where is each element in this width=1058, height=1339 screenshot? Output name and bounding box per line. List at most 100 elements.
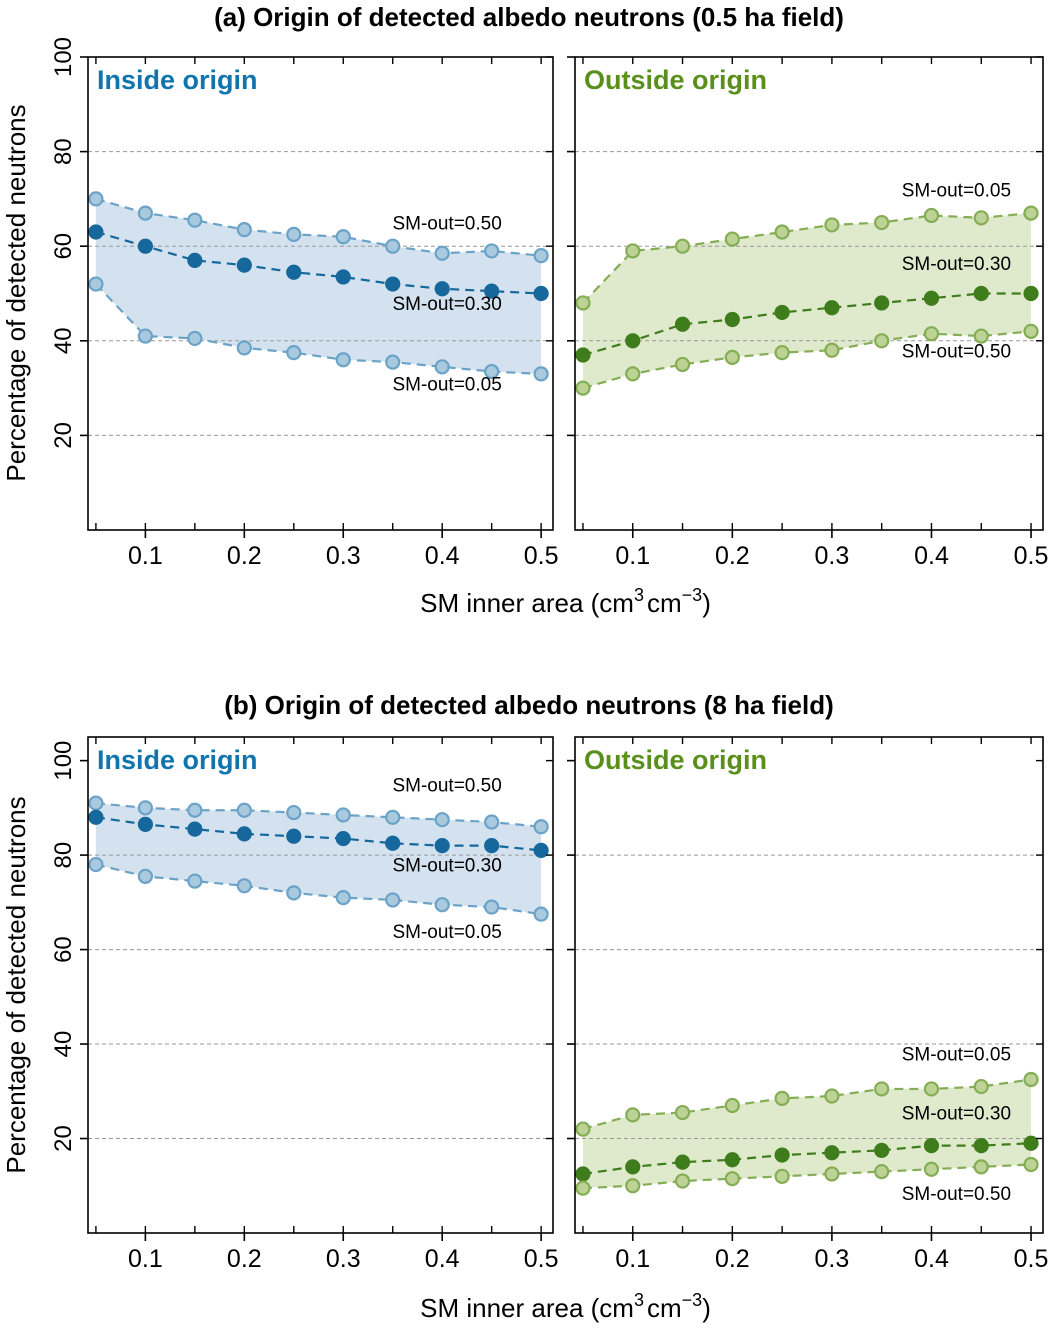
data-point: [533, 366, 549, 382]
data-point: [286, 828, 302, 844]
data-point: [533, 285, 549, 302]
data-point: [724, 231, 740, 247]
data-point: [385, 238, 401, 254]
series-line-SM-out=0.30: [95, 230, 542, 295]
data-point: [874, 214, 890, 231]
data-point: [724, 1171, 740, 1187]
xlabel-text-2: cm: [646, 1293, 682, 1323]
x-tick-label: 0.2: [227, 1245, 262, 1273]
uncertainty-band: [95, 198, 542, 374]
data-point: [1023, 205, 1039, 221]
data-point: [88, 191, 104, 207]
data-point: [434, 812, 450, 828]
data-point: [434, 281, 450, 297]
xlabel-text-3: ): [702, 588, 711, 618]
xlabel-text-2: cm: [646, 588, 682, 618]
origin-label: Inside origin: [97, 65, 258, 95]
data-point: [484, 243, 500, 259]
data-point: [88, 856, 104, 873]
data-point: [674, 238, 691, 254]
data-point: [874, 295, 890, 311]
data-point: [874, 1142, 890, 1158]
data-point: [923, 326, 940, 342]
data-point: [434, 245, 450, 261]
x-tick-label: 0.1: [128, 1245, 163, 1273]
data-point: [1023, 1156, 1039, 1173]
panel-a-title: (a) Origin of detected albedo neutrons (…: [214, 2, 844, 32]
data-point: [874, 1163, 890, 1180]
chart-b-outside: SM-out=0.05 SM-out=0.30 SM-out=0.50 Outside…: [567, 736, 1048, 1273]
panel-b-title: (b) Origin of detected albedo neutrons (…: [224, 690, 834, 720]
data-point: [724, 1152, 740, 1168]
data-point: [385, 354, 401, 370]
data-point: [286, 345, 302, 361]
data-point: [724, 311, 740, 328]
x-tick-label: 0.4: [914, 1245, 949, 1273]
data-point: [187, 821, 203, 837]
data-point: [434, 897, 450, 913]
data-point: [484, 283, 500, 299]
data-point: [774, 1168, 790, 1184]
series-line-SM-out=0.30: [582, 1142, 1032, 1176]
chart-a-inside: SM-out=0.50 SM-out=0.30 SM-out=0.05 Inside …: [50, 37, 559, 570]
data-point: [674, 316, 691, 332]
panel-a-charts: SM-out=0.50 SM-out=0.30 SM-out=0.05 Inside …: [50, 37, 1049, 570]
data-point: [575, 1166, 591, 1182]
xlabel-sup-2: −3: [681, 585, 703, 605]
data-point: [973, 210, 989, 226]
data-point: [674, 1173, 691, 1189]
x-tick-label: 0.4: [425, 1245, 460, 1273]
origin-label: Inside origin: [97, 745, 258, 775]
data-point: [1023, 1071, 1039, 1088]
x-tick-label: 0.4: [914, 542, 949, 570]
data-point: [484, 363, 500, 380]
data-point: [385, 835, 401, 851]
chart-a-outside: SM-out=0.05 SM-out=0.30 SM-out=0.50 Outside…: [567, 56, 1049, 570]
data-point: [625, 1159, 641, 1175]
data-point: [1023, 323, 1039, 339]
data-point: [335, 269, 351, 285]
series-label: SM-out=0.50: [392, 775, 501, 796]
data-point: [88, 276, 104, 292]
data-point: [286, 885, 302, 901]
data-point: [533, 819, 549, 835]
data-point: [137, 328, 153, 344]
plot-border: [574, 736, 1044, 1234]
data-point: [625, 1107, 641, 1123]
xlabel-sup-1: 3: [633, 1290, 644, 1310]
data-point: [674, 356, 691, 373]
y-tick-label: 80: [50, 138, 77, 165]
panel-b-charts: SM-out=0.50 SM-out=0.30 SM-out=0.05 Inside …: [50, 736, 1048, 1273]
x-tick-label: 0.3: [326, 542, 361, 570]
data-point: [335, 830, 351, 847]
x-tick-label: 0.5: [1014, 542, 1049, 570]
series-line-SM-out=0.05: [582, 211, 1032, 304]
series-label: SM-out=0.05: [902, 181, 1011, 202]
plot-border: [87, 736, 554, 1234]
data-point: [286, 264, 302, 280]
data-point: [137, 238, 153, 254]
data-point: [484, 838, 500, 854]
series-label: SM-out=0.05: [392, 374, 501, 395]
data-point: [575, 1180, 591, 1196]
uncertainty-band: [582, 213, 1032, 389]
data-point: [625, 366, 641, 382]
data-point: [88, 224, 104, 240]
data-point: [625, 1178, 641, 1194]
data-point: [335, 890, 351, 906]
x-tick-label: 0.2: [715, 1245, 750, 1273]
data-point: [286, 804, 302, 821]
data-point: [575, 1121, 591, 1137]
data-point: [137, 800, 153, 816]
data-point: [774, 224, 790, 240]
data-point: [137, 816, 153, 832]
data-point: [236, 826, 252, 842]
series-line-SM-out=0.05: [95, 863, 542, 916]
x-tick-label: 0.5: [524, 542, 559, 570]
data-point: [625, 243, 641, 259]
xlabel-text-1: SM inner area (cm: [420, 588, 634, 618]
series-label: SM-out=0.30: [392, 856, 501, 877]
data-point: [434, 838, 450, 854]
data-point: [923, 1138, 940, 1154]
data-point: [973, 1138, 989, 1154]
